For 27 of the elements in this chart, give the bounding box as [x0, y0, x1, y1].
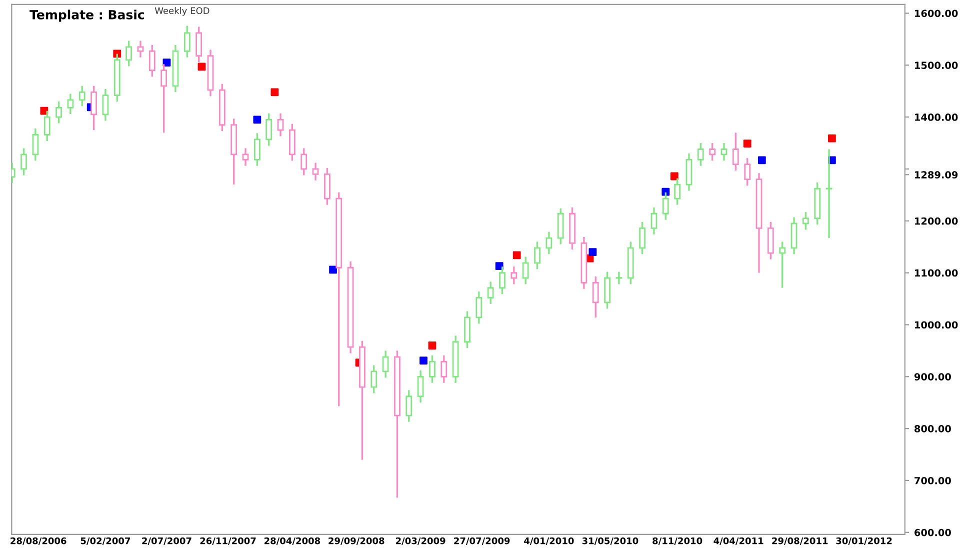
y-tick-label: 1000.00	[915, 321, 958, 329]
x-tick-label: 2/03/2009	[396, 537, 446, 545]
x-tick-label: 29/08/2011	[772, 537, 828, 545]
y-tick-label: 600.00	[914, 528, 951, 536]
x-tick-label: 31/05/2010	[582, 537, 638, 545]
y-tick-label: 1400.00	[915, 114, 958, 121]
x-tick-label: 29/09/2008	[328, 537, 384, 545]
x-tick-label: 30/01/2012	[836, 537, 892, 545]
x-tick-label: 2/07/2007	[142, 537, 192, 545]
y-tick-label: 800.00	[914, 425, 951, 432]
y-tick-label: 1100.00	[915, 269, 958, 277]
x-tick-label: 4/01/2010	[524, 537, 574, 545]
x-tick-label: 8/11/2010	[652, 537, 702, 545]
y-tick-label: 1200.00	[915, 217, 958, 225]
chart-subtitle: Weekly EOD	[154, 7, 210, 16]
y-tick-label: 900.00	[914, 373, 951, 380]
x-tick-label: 4/04/2011	[714, 537, 764, 545]
x-tick-label: 5/02/2007	[80, 537, 130, 545]
chart-title: Template : Basic	[30, 10, 144, 22]
x-tick-label: 27/07/2009	[454, 537, 510, 545]
x-tick-label: 28/08/2006	[10, 537, 66, 545]
y-tick-label: 700.00	[914, 476, 951, 484]
x-tick-label: 26/11/2007	[200, 537, 256, 545]
x-tick-label: 28/04/2008	[264, 537, 320, 545]
y-tick-label: 1600.00	[915, 10, 958, 18]
y-tick-label: 1500.00	[915, 62, 958, 69]
y-tick-label: 1289.09	[915, 171, 958, 178]
